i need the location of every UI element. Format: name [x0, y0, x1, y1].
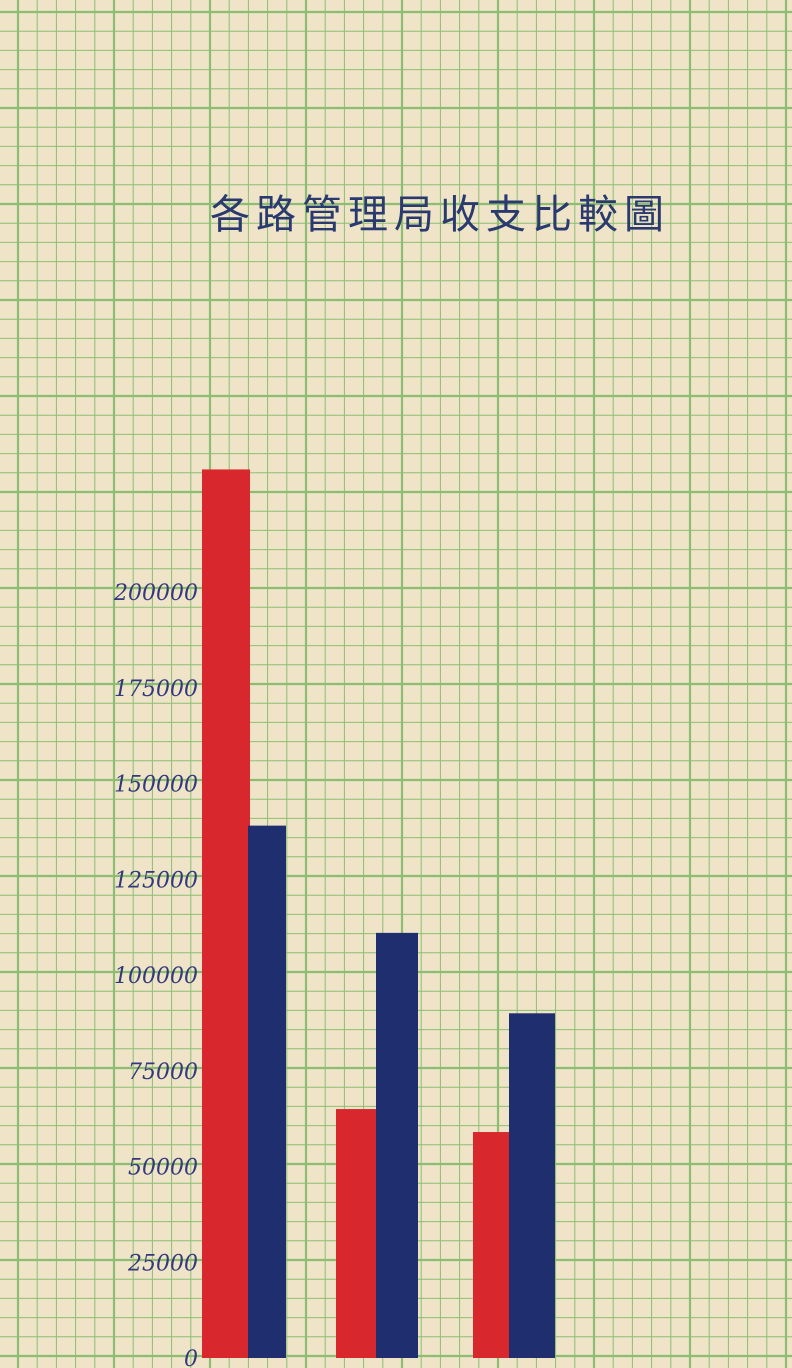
y-tick-label: 50000 — [128, 1156, 198, 1181]
y-tick-label: 75000 — [128, 1060, 198, 1085]
y-tick-label: 200000 — [113, 581, 198, 606]
y-tick-label: 0 — [184, 1347, 198, 1368]
red-bar-2 — [336, 1109, 378, 1358]
blue-bar-3 — [509, 1013, 555, 1358]
red-bar-3 — [473, 1132, 511, 1358]
bar-series — [202, 469, 555, 1358]
red-bar-1 — [202, 469, 250, 1358]
y-tick-label: 150000 — [114, 773, 198, 798]
y-tick-label: 25000 — [127, 1251, 198, 1276]
y-axis-ticks: 0 25000 50000 75000 100000 125000 150000 175000… — [113, 581, 198, 1368]
chart-title: 各路管理局收支比較圖 — [210, 192, 670, 238]
y-tick-label: 125000 — [114, 868, 198, 893]
blue-bar-2 — [376, 932, 418, 1358]
y-tick-label: 175000 — [114, 677, 198, 702]
blue-bar-1 — [248, 825, 286, 1358]
y-tick-label: 100000 — [114, 964, 198, 989]
